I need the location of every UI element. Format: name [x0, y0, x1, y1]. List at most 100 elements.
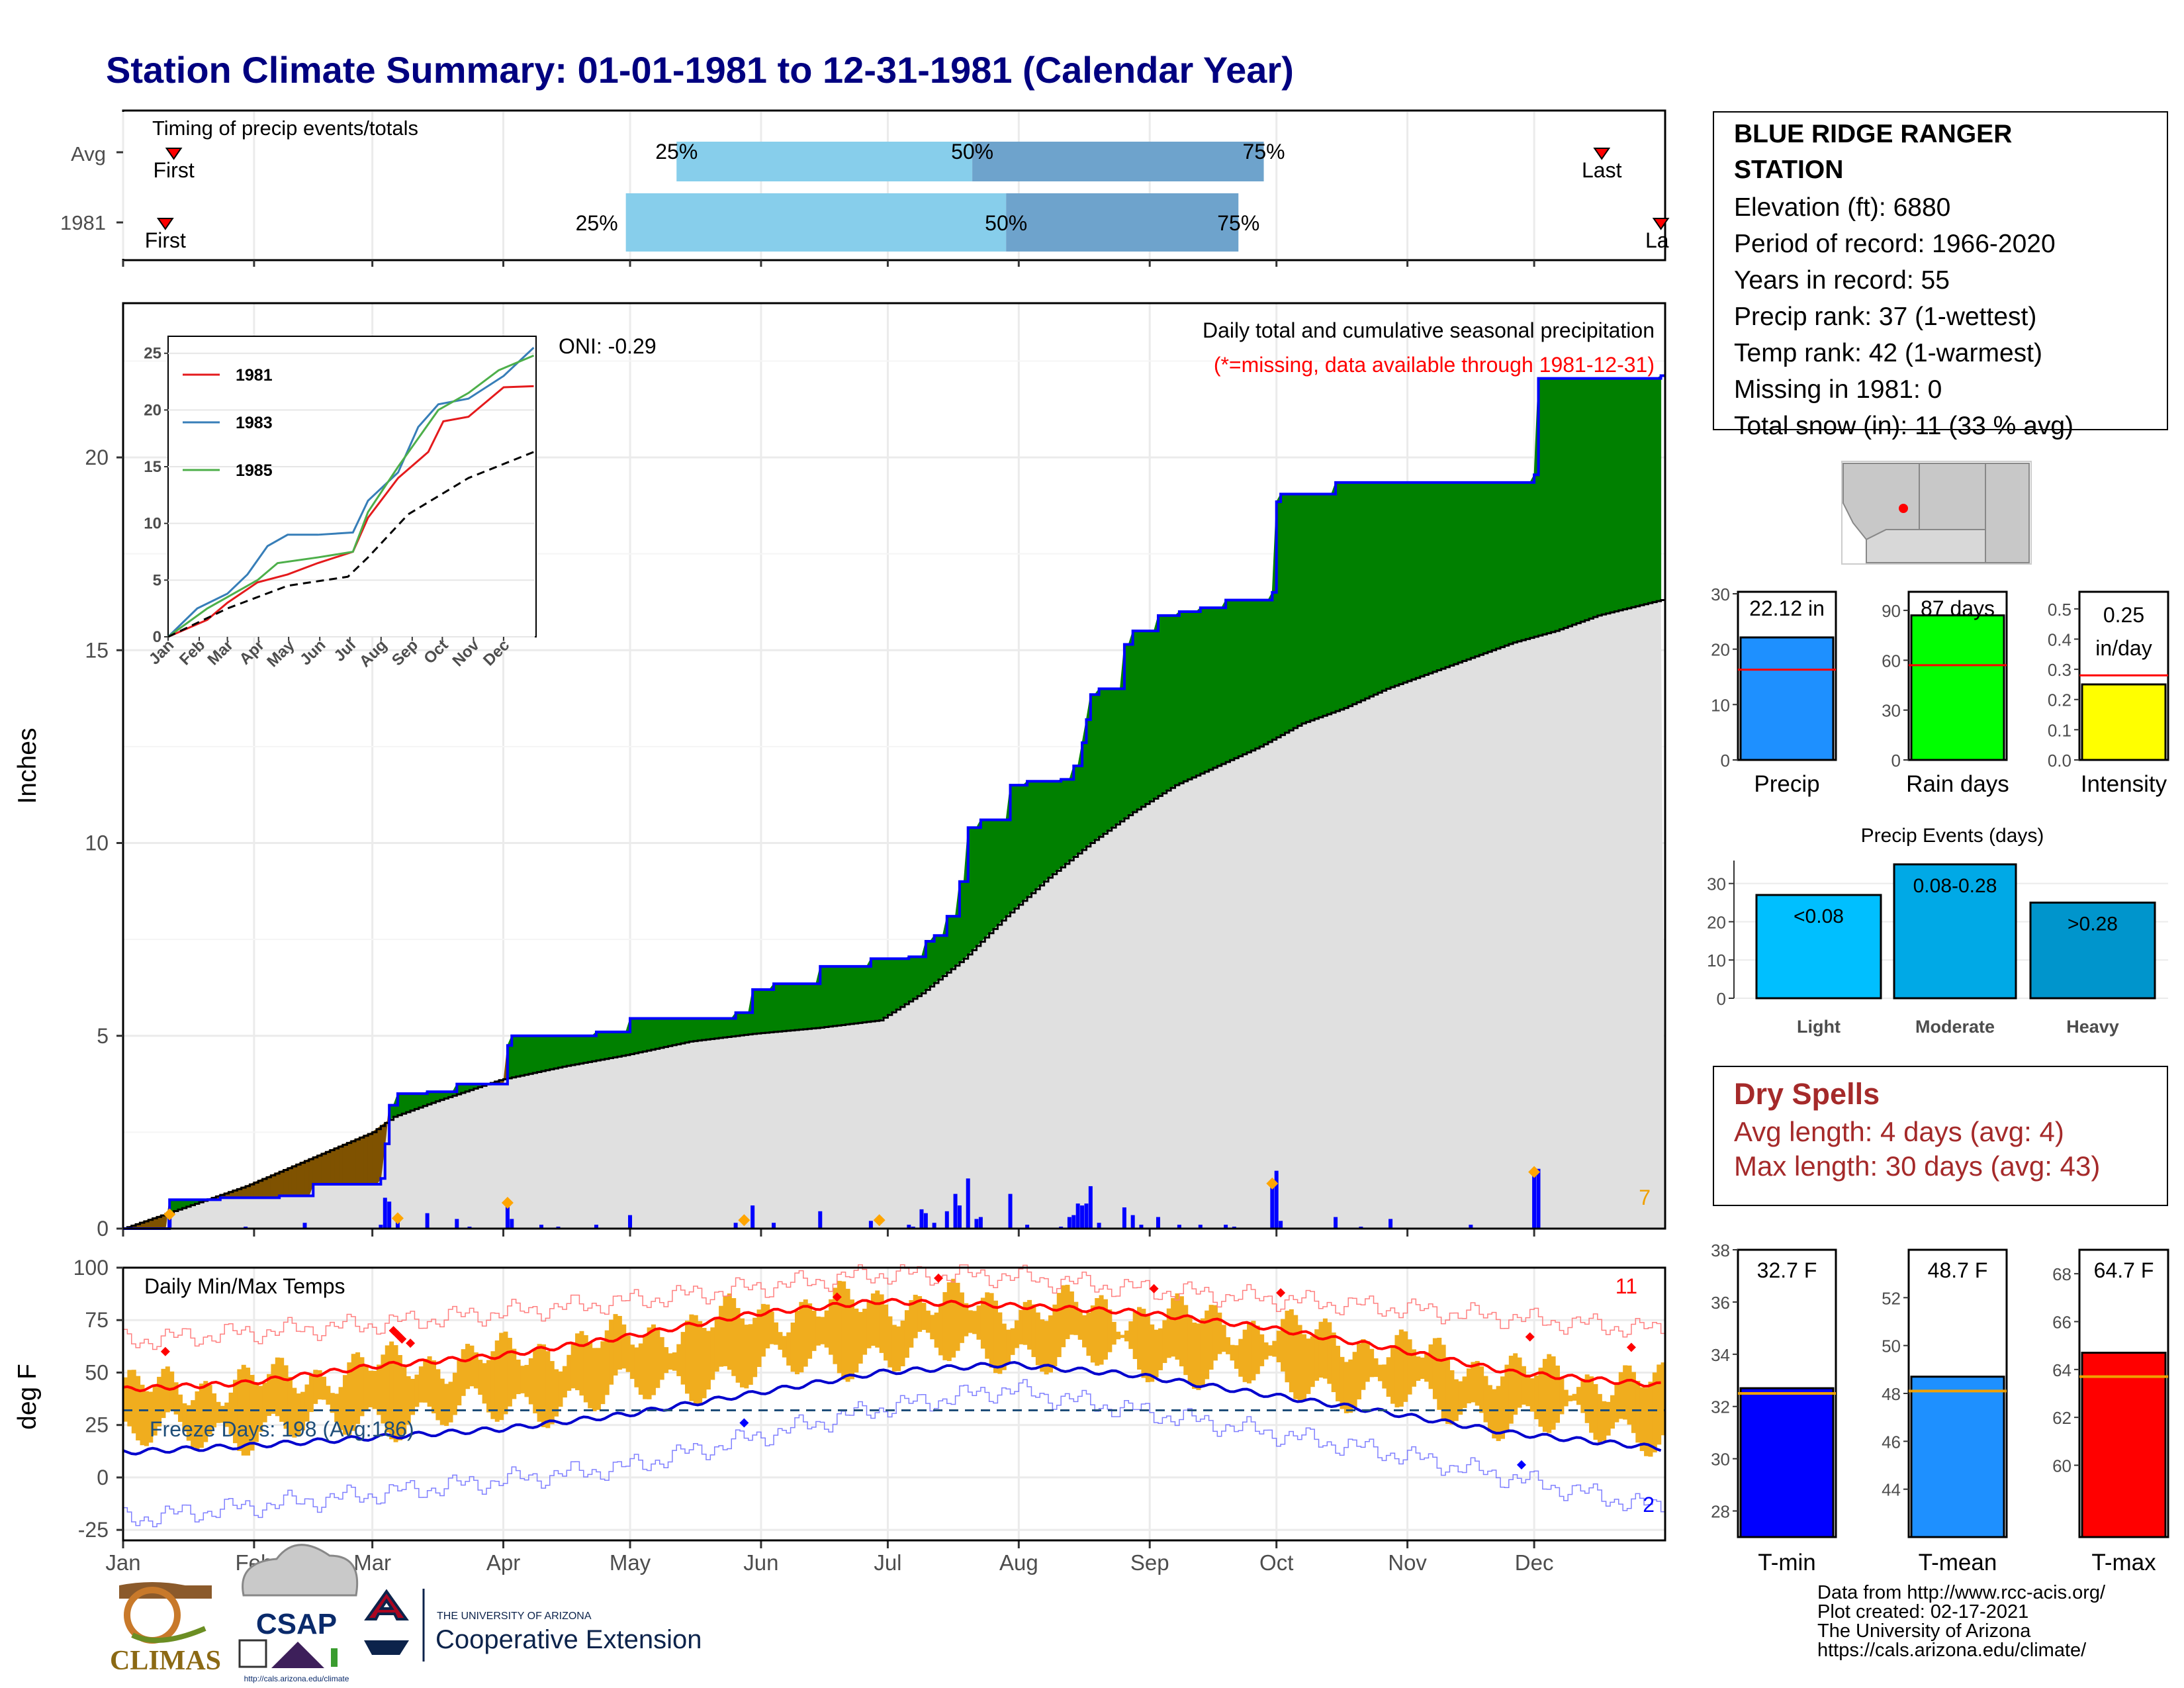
daily-temp-bar — [212, 1393, 217, 1428]
timing-label-50: 50% — [951, 140, 993, 164]
daily-temp-bar — [368, 1370, 373, 1407]
precip-y-axis-label: Inches — [13, 728, 42, 804]
daily-precip-bar — [539, 1225, 543, 1229]
daily-temp-bar — [1044, 1321, 1049, 1375]
daily-temp-bar — [533, 1349, 538, 1414]
daily-temp-bar — [1272, 1340, 1277, 1357]
daily-temp-bar — [355, 1352, 361, 1425]
daily-temp-bar — [1285, 1310, 1290, 1383]
daily-temp-bar — [410, 1378, 416, 1415]
daily-temp-bar — [896, 1326, 901, 1372]
university-of-arizona-logo: THE UNIVERSITY OF ARIZONA Cooperative Ex… — [364, 1589, 702, 1662]
daily-temp-bar — [402, 1367, 407, 1434]
daily-temp-bar — [326, 1385, 331, 1405]
daily-temp-bar — [1403, 1331, 1408, 1402]
summary-category-label: Precip — [1754, 771, 1819, 797]
surplus-area — [1504, 482, 1510, 646]
summary-y-tick-label: 0.4 — [2048, 630, 2071, 649]
daily-temp-bar — [541, 1344, 546, 1427]
surplus-area — [705, 1018, 711, 1040]
daily-temp-bar — [177, 1394, 183, 1423]
daily-temp-bar — [203, 1381, 208, 1442]
inset-y-tick-label: 20 — [144, 401, 161, 419]
surplus-area — [891, 958, 897, 1013]
station-name-line1: BLUE RIDGE RANGER — [1734, 120, 2013, 148]
surplus-area — [1001, 820, 1007, 921]
precip-panel-heading: Daily total and cumulative seasonal prec… — [1203, 318, 1655, 342]
daily-temp-bar — [570, 1342, 576, 1389]
daily-temp-bar — [837, 1280, 842, 1374]
summary-category-label: Intensity — [2081, 771, 2167, 797]
first-marker — [165, 148, 183, 160]
summary-y-tick-label: 10 — [1711, 695, 1730, 715]
daily-temp-bar — [583, 1335, 588, 1403]
surplus-area — [1373, 482, 1379, 696]
surplus-area — [917, 956, 922, 997]
surplus-area — [756, 989, 762, 1034]
surplus-area — [1023, 780, 1028, 902]
surplus-area — [587, 1035, 593, 1062]
month-label: Dec — [1515, 1550, 1554, 1575]
dry-spells-heading: Dry Spells — [1734, 1077, 1880, 1111]
daily-temp-bar — [1162, 1320, 1167, 1364]
surplus-area — [934, 935, 939, 984]
daily-temp-bar — [934, 1312, 939, 1348]
daily-precip-marker — [163, 1208, 176, 1221]
daily-temp-bar — [1027, 1299, 1032, 1350]
daily-temp-bar — [528, 1358, 533, 1405]
daily-temp-bar — [1192, 1322, 1197, 1389]
surplus-area — [1483, 482, 1488, 654]
surplus-area — [1500, 482, 1505, 648]
events-y-tick-label: 30 — [1707, 874, 1726, 894]
daily-temp-bar — [322, 1376, 327, 1400]
deficit-area — [342, 1142, 347, 1185]
daily-temp-bar — [744, 1325, 749, 1389]
surplus-area — [1026, 780, 1032, 898]
daily-temp-bar — [1492, 1389, 1497, 1438]
daily-temp-bar — [752, 1317, 758, 1378]
precip-events-bars: 0 10 20 30 <0.08 Light 0.08-0.28 Moderate >0.28 H… — [1707, 861, 2168, 1037]
daily-temp-bar — [1090, 1305, 1095, 1363]
surplus-area — [980, 820, 985, 943]
daily-temp-bar — [579, 1331, 584, 1396]
daily-temp-bar — [756, 1309, 762, 1368]
surplus-area — [1576, 378, 1581, 624]
surplus-area — [1572, 378, 1577, 626]
daily-temp-bar — [1635, 1380, 1641, 1443]
surplus-area — [1065, 778, 1070, 865]
daily-temp-bar — [1077, 1311, 1083, 1340]
daily-temp-bar — [1420, 1357, 1425, 1380]
daily-temp-bar — [1449, 1370, 1455, 1425]
surplus-area — [1238, 600, 1244, 757]
surplus-area — [1289, 493, 1294, 731]
daily-temp-bar — [1322, 1318, 1328, 1379]
surplus-area — [1170, 615, 1176, 789]
daily-temp-bar — [921, 1303, 927, 1331]
daily-precip-bar — [772, 1223, 776, 1229]
surplus-area — [1343, 482, 1349, 709]
daily-temp-bar — [1386, 1357, 1391, 1397]
daily-temp-bar — [790, 1322, 796, 1372]
normal-tmin-line — [122, 1361, 1662, 1456]
surplus-area — [642, 1018, 648, 1053]
daily-temp-bar — [613, 1314, 618, 1376]
temp-summary-y-tick-label: 60 — [2052, 1456, 2071, 1476]
surplus-area — [1111, 688, 1116, 829]
daily-temp-bar — [870, 1293, 876, 1346]
daily-temp-bar — [1623, 1365, 1628, 1420]
annual-precip-summary-bars: 0 10 20 30 22.12 in Precip 0 30 60 90 87 days Rain … — [1711, 585, 2169, 797]
daily-temp-bar — [968, 1310, 973, 1333]
surplus-area — [824, 966, 829, 1028]
temp-summary-y-tick-label: 34 — [1711, 1345, 1730, 1365]
daily-temp-bar — [389, 1341, 394, 1440]
daily-temp-bar — [123, 1377, 128, 1422]
surplus-area — [1060, 778, 1066, 868]
surplus-area — [663, 1018, 668, 1048]
surplus-area — [1255, 600, 1260, 749]
daily-precip-bar — [1008, 1194, 1013, 1229]
daily-precip-bar — [1071, 1215, 1076, 1229]
daily-precip-marker — [738, 1214, 751, 1227]
daily-temp-bar — [1529, 1378, 1535, 1412]
record-low-marker — [739, 1418, 749, 1428]
temp-summary-y-tick-label: 46 — [1882, 1432, 1901, 1452]
